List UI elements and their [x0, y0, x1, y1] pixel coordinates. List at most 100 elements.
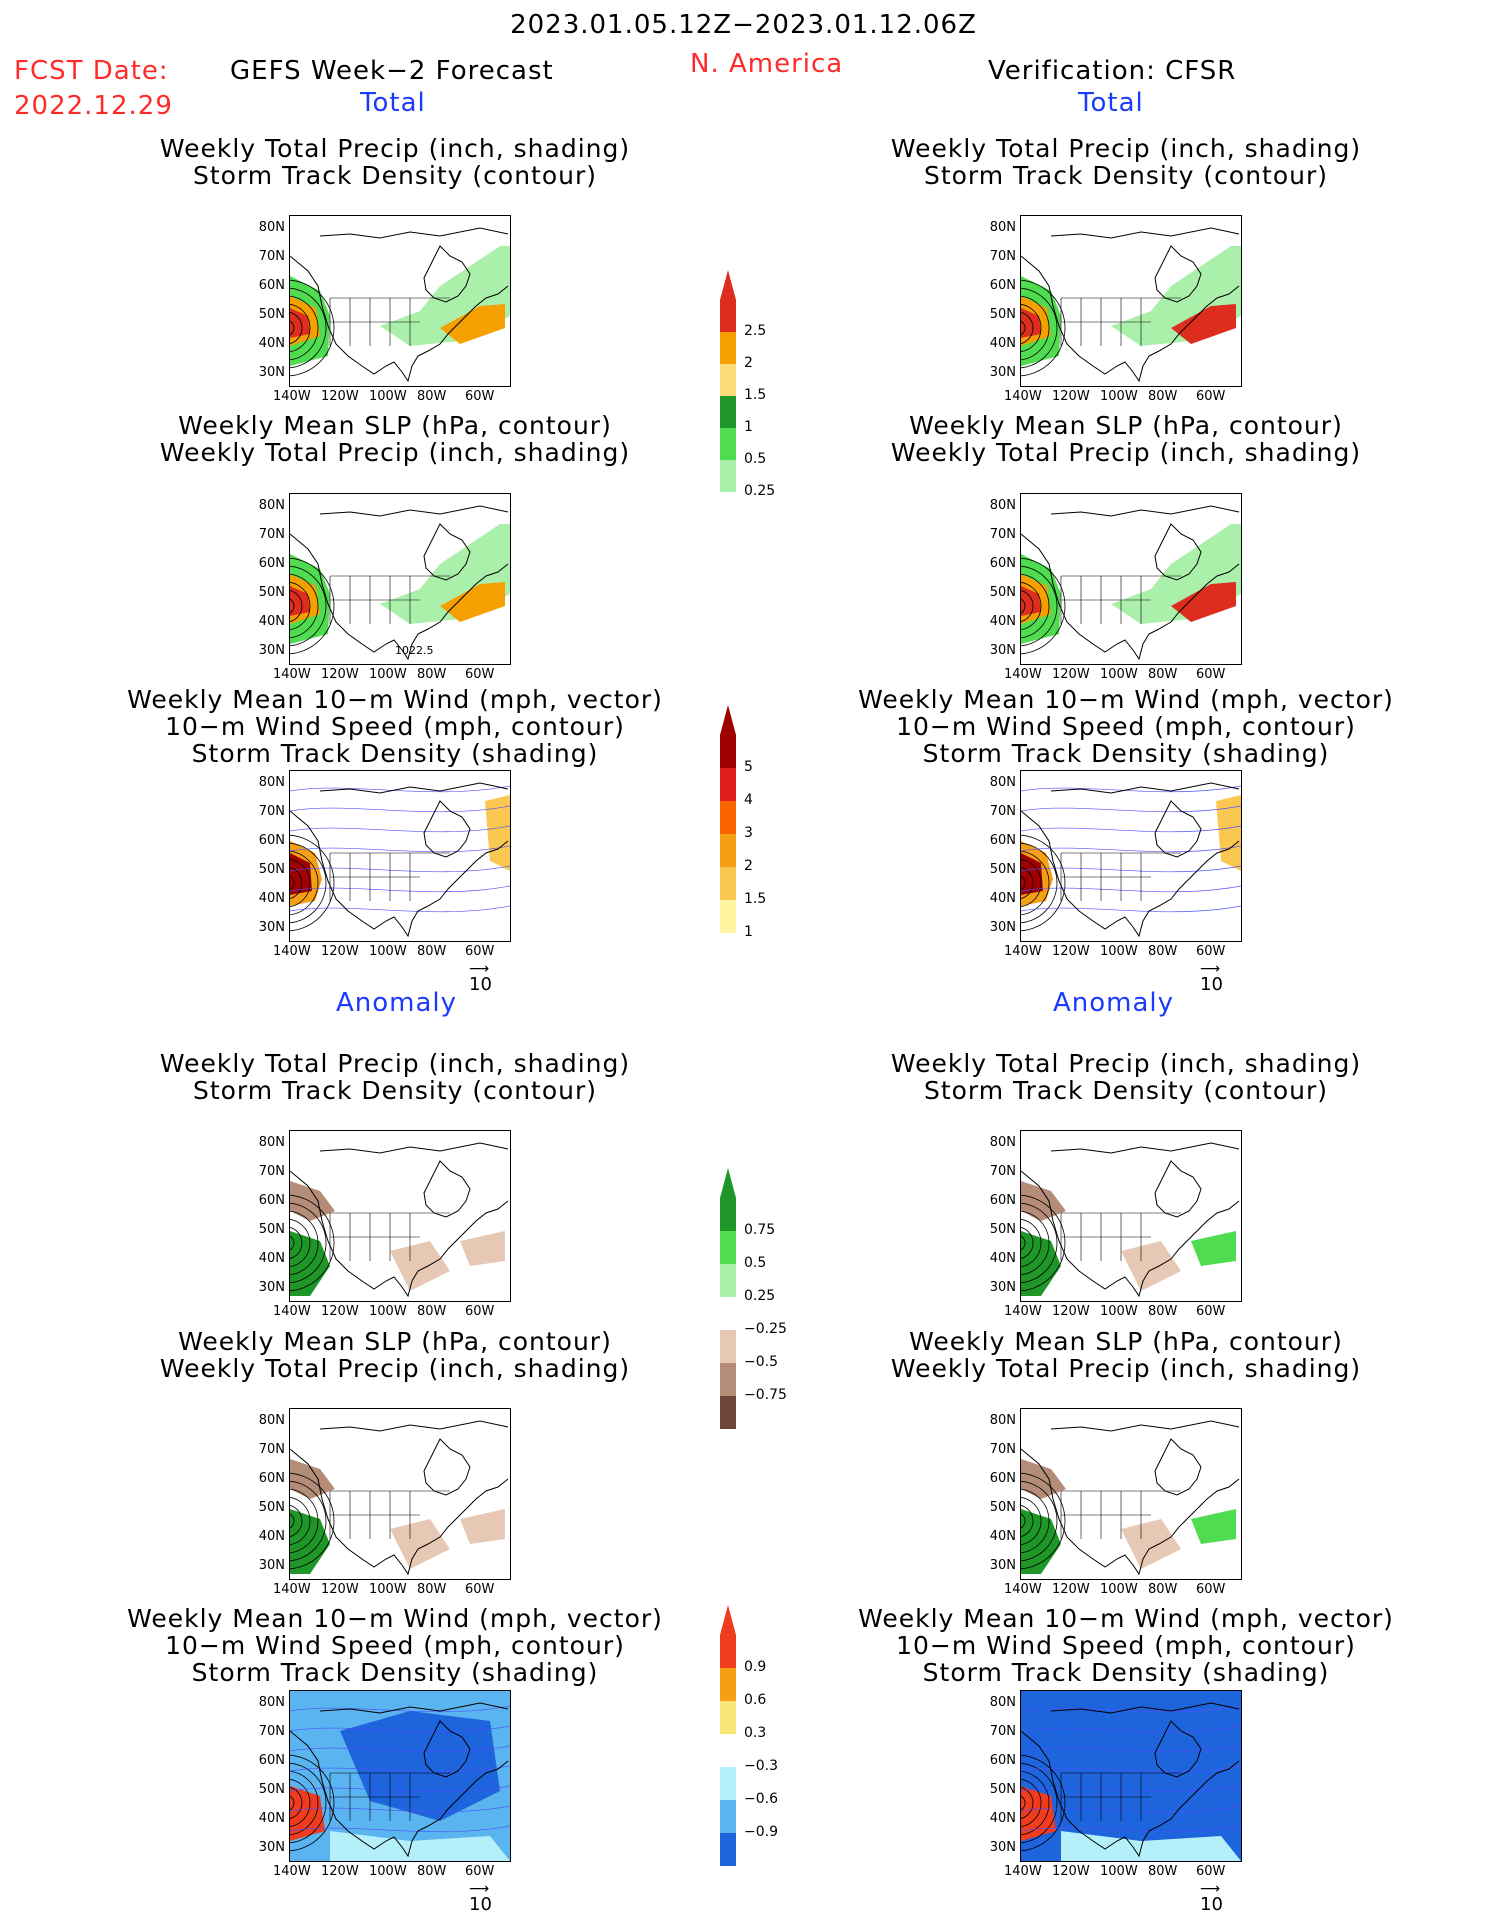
lon-tick-label: 60W — [1196, 667, 1226, 682]
lat-tick-label: 30N — [989, 1840, 1016, 1855]
lat-tick-label: 50N — [989, 1222, 1016, 1237]
colorbar-label: 0.5 — [744, 1255, 767, 1271]
model-title: GEFS Week−2 Forecast — [230, 56, 554, 86]
colorbar-segment — [720, 1833, 736, 1866]
section-total-right: Total — [1078, 88, 1144, 118]
colorbar-segment — [720, 1297, 736, 1330]
panel-title: Weekly Total Precip (inch, shading) Storm… — [35, 135, 755, 189]
colorbar-segment — [720, 1264, 736, 1297]
vector-reference: ⟶ 10 — [1200, 1882, 1223, 1915]
colorbar-label: 0.5 — [744, 451, 767, 467]
lat-tick-label: 80N — [258, 498, 285, 513]
colorbar-label: −0.75 — [744, 1387, 787, 1403]
panel-title-line: 10−m Wind Speed (mph, contour) — [165, 1631, 625, 1660]
colorbar-segment — [720, 801, 736, 834]
colorbar-storm_total — [720, 705, 736, 933]
map-panel — [289, 215, 511, 387]
colorbar-label: −0.3 — [744, 1758, 778, 1774]
panel-title: Weekly Mean 10−m Wind (mph, vector) 10−m … — [766, 686, 1486, 767]
colorbar-top-cap — [720, 270, 736, 300]
lat-tick-label: 80N — [258, 1695, 285, 1710]
lon-tick-label: 140W — [273, 944, 311, 959]
panel-title-line: Weekly Total Precip (inch, shading) — [890, 1354, 1362, 1383]
lat-tick-label: 40N — [258, 1811, 285, 1826]
lat-tick-label: 30N — [258, 920, 285, 935]
section-total-left: Total — [360, 88, 426, 118]
lat-tick-label: 40N — [258, 891, 285, 906]
map-plot — [1021, 1420, 1240, 1576]
panel-title-line: Weekly Total Precip (inch, shading) — [159, 1049, 631, 1078]
panel-title-line: Weekly Total Precip (inch, shading) — [159, 1354, 631, 1383]
lon-tick-label: 140W — [273, 1864, 311, 1879]
lat-tick-label: 70N — [989, 1724, 1016, 1739]
panel-title-line: 10−m Wind Speed (mph, contour) — [165, 712, 625, 741]
lon-tick-label: 100W — [369, 389, 407, 404]
panel-title: Weekly Mean 10−m Wind (mph, vector) 10−m … — [35, 1605, 755, 1686]
lat-tick-label: 80N — [258, 775, 285, 790]
lon-tick-label: 60W — [1196, 1864, 1226, 1879]
lat-tick-label: 80N — [258, 1413, 285, 1428]
lat-tick-label: 70N — [258, 527, 285, 542]
lon-tick-label: 140W — [1004, 667, 1042, 682]
map-plot: 1022.5 — [290, 505, 510, 661]
lon-tick-label: 80W — [1148, 389, 1178, 404]
colorbar-label: 0.25 — [744, 483, 776, 499]
map-panel — [1020, 215, 1242, 387]
lon-tick-label: 120W — [321, 389, 359, 404]
lon-tick-label: 120W — [321, 667, 359, 682]
colorbar-segment — [720, 1363, 736, 1396]
lat-tick-label: 30N — [989, 643, 1016, 658]
section-anomaly-right: Anomaly — [1053, 988, 1175, 1018]
lon-tick-label: 120W — [1052, 944, 1090, 959]
map-panel — [289, 770, 511, 942]
lon-tick-label: 100W — [1100, 667, 1138, 682]
lon-tick-label: 80W — [1148, 1304, 1178, 1319]
lat-tick-label: 30N — [989, 365, 1016, 380]
lon-tick-label: 120W — [1052, 1864, 1090, 1879]
colorbar-label: −0.6 — [744, 1791, 778, 1807]
lat-tick-label: 60N — [989, 833, 1016, 848]
lon-tick-label: 100W — [1100, 1582, 1138, 1597]
lat-tick-label: 70N — [989, 527, 1016, 542]
map-plot — [1021, 1691, 1241, 1861]
vector-reference-value: 10 — [1200, 1894, 1223, 1915]
lat-tick-label: 70N — [258, 1724, 285, 1739]
lat-tick-label: 60N — [258, 278, 285, 293]
lon-tick-label: 140W — [1004, 1864, 1042, 1879]
panel-title: Weekly Mean 10−m Wind (mph, vector) 10−m … — [766, 1605, 1486, 1686]
colorbar-segment — [720, 460, 736, 492]
lat-tick-label: 70N — [989, 249, 1016, 264]
lat-tick-label: 40N — [258, 1529, 285, 1544]
lat-tick-label: 70N — [989, 804, 1016, 819]
colorbar-label: 0.75 — [744, 1222, 776, 1238]
date-range: 2023.01.05.12Z−2023.01.12.06Z — [510, 10, 977, 40]
lat-tick-label: 60N — [258, 556, 285, 571]
lat-tick-label: 50N — [258, 1222, 285, 1237]
lat-tick-label: 70N — [258, 249, 285, 264]
panel-title-line: Weekly Mean 10−m Wind (mph, vector) — [127, 685, 663, 714]
lat-tick-label: 30N — [258, 643, 285, 658]
colorbar-segment — [720, 867, 736, 900]
lat-tick-label: 40N — [258, 614, 285, 629]
lon-tick-label: 140W — [1004, 944, 1042, 959]
colorbar-segment — [720, 1635, 736, 1668]
colorbar-segment — [720, 300, 736, 332]
panel-title-line: Storm Track Density (contour) — [192, 1076, 598, 1105]
region-title: N. America — [690, 49, 844, 79]
lat-tick-label: 50N — [989, 307, 1016, 322]
panel-title: Weekly Total Precip (inch, shading) Storm… — [766, 1050, 1486, 1104]
lon-tick-label: 60W — [1196, 1582, 1226, 1597]
colorbar-top-cap — [720, 1168, 736, 1198]
vector-reference: ⟶ 10 — [1200, 962, 1223, 995]
panel-title-line: Weekly Mean SLP (hPa, contour) — [178, 411, 612, 440]
colorbar-segment — [720, 1668, 736, 1701]
lat-tick-label: 60N — [989, 1193, 1016, 1208]
colorbar-segment — [720, 1734, 736, 1767]
colorbar-segment — [720, 768, 736, 801]
panel-title-line: Storm Track Density (shading) — [922, 739, 1330, 768]
map-plot — [1021, 227, 1241, 383]
lat-tick-label: 80N — [989, 1695, 1016, 1710]
lon-tick-label: 80W — [417, 667, 447, 682]
colorbar-segment — [720, 1800, 736, 1833]
colorbar-label: 1 — [744, 419, 753, 435]
